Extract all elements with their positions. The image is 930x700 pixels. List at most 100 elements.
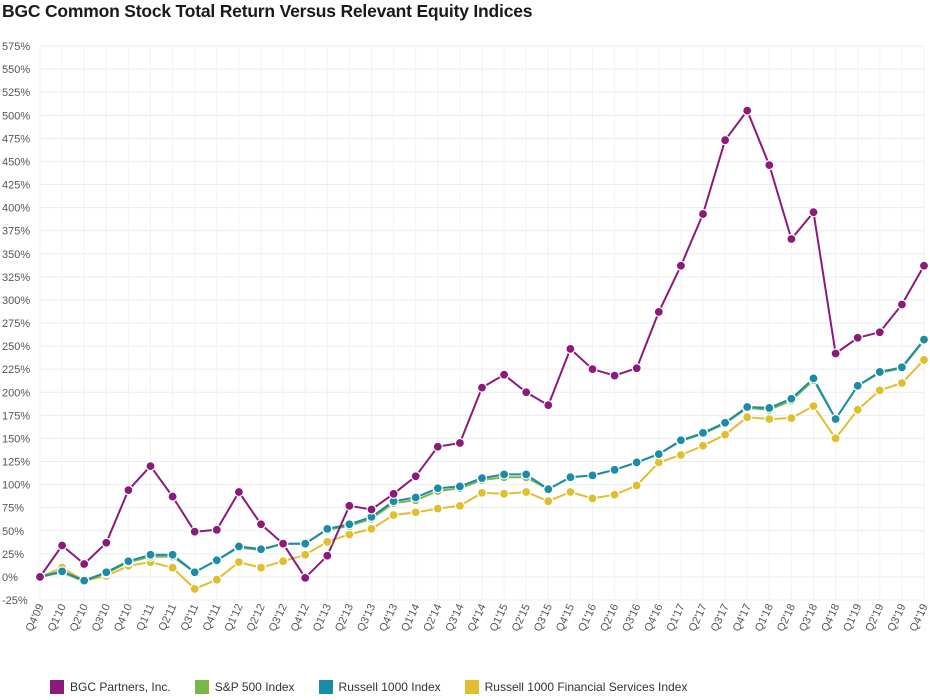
data-point[interactable] [565,486,576,498]
data-point[interactable] [344,519,355,530]
data-point[interactable] [255,519,267,530]
data-point[interactable] [322,550,333,561]
data-point[interactable] [322,523,333,535]
data-point[interactable] [145,549,156,560]
data-point[interactable] [476,487,488,498]
data-point[interactable] [764,160,775,171]
data-point[interactable] [432,483,443,494]
data-point[interactable] [808,207,819,218]
data-point[interactable] [79,575,90,586]
data-point[interactable] [675,449,687,461]
data-point[interactable] [852,404,863,415]
data-point[interactable] [719,135,731,146]
data-point[interactable] [233,541,244,552]
legend-item[interactable]: Russell 1000 Financial Services Index [464,680,687,694]
data-point[interactable] [233,557,244,568]
data-point[interactable] [719,429,731,440]
data-point[interactable] [410,507,421,518]
data-point[interactable] [896,377,908,389]
data-point[interactable] [101,567,112,578]
data-point[interactable] [300,572,311,583]
data-point[interactable] [499,369,510,380]
data-point[interactable] [631,480,642,491]
data-point[interactable] [211,555,222,566]
data-point[interactable] [255,544,267,555]
data-point[interactable] [918,260,930,271]
data-point[interactable] [742,105,753,116]
data-point[interactable] [609,489,620,500]
data-point[interactable] [786,413,797,424]
data-point[interactable] [874,366,885,378]
data-point[interactable] [145,461,156,472]
data-point[interactable] [874,385,885,396]
data-point[interactable] [278,538,289,549]
data-point[interactable] [697,208,709,220]
data-point[interactable] [56,540,68,551]
data-point[interactable] [189,526,200,537]
data-point[interactable] [609,370,620,381]
data-point[interactable] [543,496,554,507]
data-point[interactable] [101,537,112,548]
data-point[interactable] [631,363,642,374]
data-point[interactable] [653,449,664,460]
data-point[interactable] [764,413,775,425]
data-point[interactable] [123,485,134,496]
data-point[interactable] [300,538,311,549]
data-point[interactable] [189,567,200,578]
data-point[interactable] [300,549,311,560]
data-point[interactable] [388,488,399,499]
data-point[interactable] [587,364,598,375]
data-point[interactable] [123,556,134,567]
data-point[interactable] [454,500,465,511]
data-point[interactable] [742,412,753,423]
data-point[interactable] [167,549,178,560]
data-point[interactable] [742,401,753,413]
data-point[interactable] [697,440,709,451]
data-point[interactable] [675,435,687,446]
data-point[interactable] [366,504,377,515]
data-point[interactable] [211,524,222,535]
data-point[interactable] [499,469,510,480]
data-point[interactable] [344,529,355,540]
data-point[interactable] [278,556,289,567]
data-point[interactable] [521,387,532,398]
data-point[interactable] [896,299,908,310]
data-point[interactable] [543,400,554,411]
data-point[interactable] [786,393,797,404]
data-point[interactable] [808,373,819,384]
data-point[interactable] [410,492,421,503]
data-point[interactable] [808,401,819,412]
data-point[interactable] [410,471,421,482]
data-point[interactable] [79,558,90,570]
data-point[interactable] [653,457,664,468]
data-point[interactable] [322,536,333,547]
data-point[interactable] [521,486,532,498]
data-point[interactable] [587,493,598,504]
data-point[interactable] [852,332,863,343]
data-point[interactable] [167,562,178,573]
data-point[interactable] [454,481,465,492]
data-point[interactable] [454,437,465,449]
data-point[interactable] [918,334,930,345]
data-point[interactable] [764,402,775,414]
data-point[interactable] [366,523,377,535]
data-point[interactable] [499,488,510,499]
data-point[interactable] [189,583,200,595]
data-point[interactable] [830,348,841,359]
data-point[interactable] [918,354,930,366]
data-point[interactable] [565,472,576,483]
data-point[interactable] [233,486,244,498]
data-point[interactable] [896,362,908,373]
data-point[interactable] [255,562,267,573]
data-point[interactable] [697,427,709,438]
data-point[interactable] [521,469,532,480]
data-point[interactable] [432,441,443,452]
data-point[interactable] [852,380,863,391]
data-point[interactable] [167,491,178,502]
data-point[interactable] [432,503,443,514]
data-point[interactable] [609,464,620,475]
data-point[interactable] [587,470,598,481]
data-point[interactable] [719,417,731,428]
data-point[interactable] [388,509,399,521]
data-point[interactable] [56,566,68,577]
